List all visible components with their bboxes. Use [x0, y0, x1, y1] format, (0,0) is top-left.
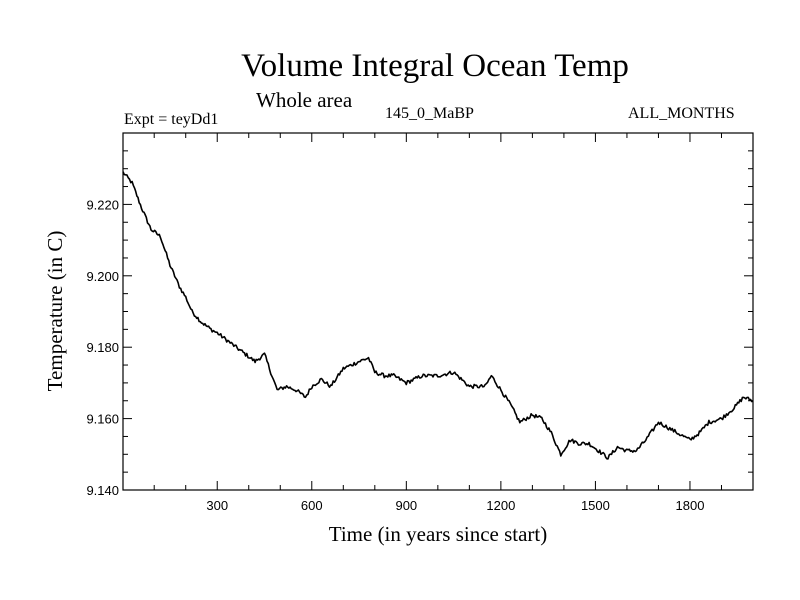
y-tick-label: 9.220 — [86, 197, 119, 212]
months-label: ALL_MONTHS — [628, 105, 735, 122]
tick-labels: 300 600 900 1200 1500 1800 9.140 9.160 9.180 9.20… — [86, 197, 704, 513]
y-tick-label: 9.140 — [86, 483, 119, 498]
plot-frame — [122, 132, 754, 491]
experiment-label: Expt = teyDd1 — [124, 111, 219, 128]
y-axis-label: Temperature (in C) — [43, 231, 67, 392]
chart-title: Volume Integral Ocean Temp — [241, 48, 629, 84]
x-tick-label: 900 — [395, 498, 417, 513]
x-tick-label: 300 — [206, 498, 228, 513]
y-tick-label: 9.160 — [86, 412, 119, 427]
x-tick-label: 1500 — [581, 498, 610, 513]
series-line — [122, 171, 754, 460]
x-tick-label: 600 — [301, 498, 323, 513]
y-tick-label: 9.200 — [86, 269, 119, 284]
axis-ticks — [123, 133, 753, 491]
x-axis-label: Time (in years since start) — [329, 522, 548, 546]
x-tick-label: 1800 — [676, 498, 705, 513]
period-label: 145_0_MaBP — [385, 105, 474, 122]
chart-subtitle: Whole area — [256, 88, 353, 112]
y-tick-label: 9.180 — [86, 340, 119, 355]
x-tick-label: 1200 — [486, 498, 515, 513]
